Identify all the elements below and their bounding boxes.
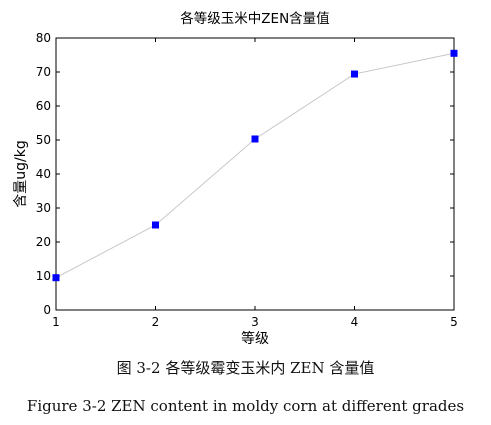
chart: 各等级玉米中ZEN含量值 0 10 20 30 40 50 60 70 80 1 2 3 4 5 等级 含… (13, 10, 458, 347)
x-axis-label: 等级 (241, 330, 269, 347)
figure-caption-chinese: 图 3-2 各等级霉变玉米内 ZEN 含量值 (116, 359, 375, 377)
y-tick-label: 40 (36, 167, 51, 181)
y-tick-label: 80 (36, 31, 51, 45)
y-tick-label: 20 (36, 235, 51, 249)
y-tick-label: 60 (36, 99, 51, 113)
x-tick-label: 2 (152, 315, 160, 329)
x-tick-label: 4 (351, 315, 359, 329)
y-tick-label: 30 (36, 201, 51, 215)
y-tick-label: 70 (36, 65, 51, 79)
data-point-marker (52, 274, 60, 282)
plot-area: 0 10 20 30 40 50 60 70 80 1 2 3 4 5 (36, 31, 458, 329)
data-point-marker (152, 221, 159, 229)
x-tick-label: 3 (251, 315, 259, 329)
y-tick-label: 0 (43, 303, 51, 317)
data-point-marker (450, 49, 458, 57)
data-point-marker (351, 70, 358, 78)
y-tick-label: 10 (36, 269, 51, 283)
plot-frame (55, 37, 455, 311)
figure-caption-english: Figure 3-2 ZEN content in moldy corn at … (26, 397, 465, 415)
series-line (55, 52, 455, 279)
data-point-marker (251, 135, 259, 143)
y-tick-label: 50 (36, 133, 51, 147)
y-axis-label: 含量ug/kg (13, 140, 29, 207)
x-tick-label: 1 (52, 315, 60, 329)
chart-title: 各等级玉米中ZEN含量值 (180, 10, 329, 27)
x-tick-label: 5 (450, 315, 458, 329)
